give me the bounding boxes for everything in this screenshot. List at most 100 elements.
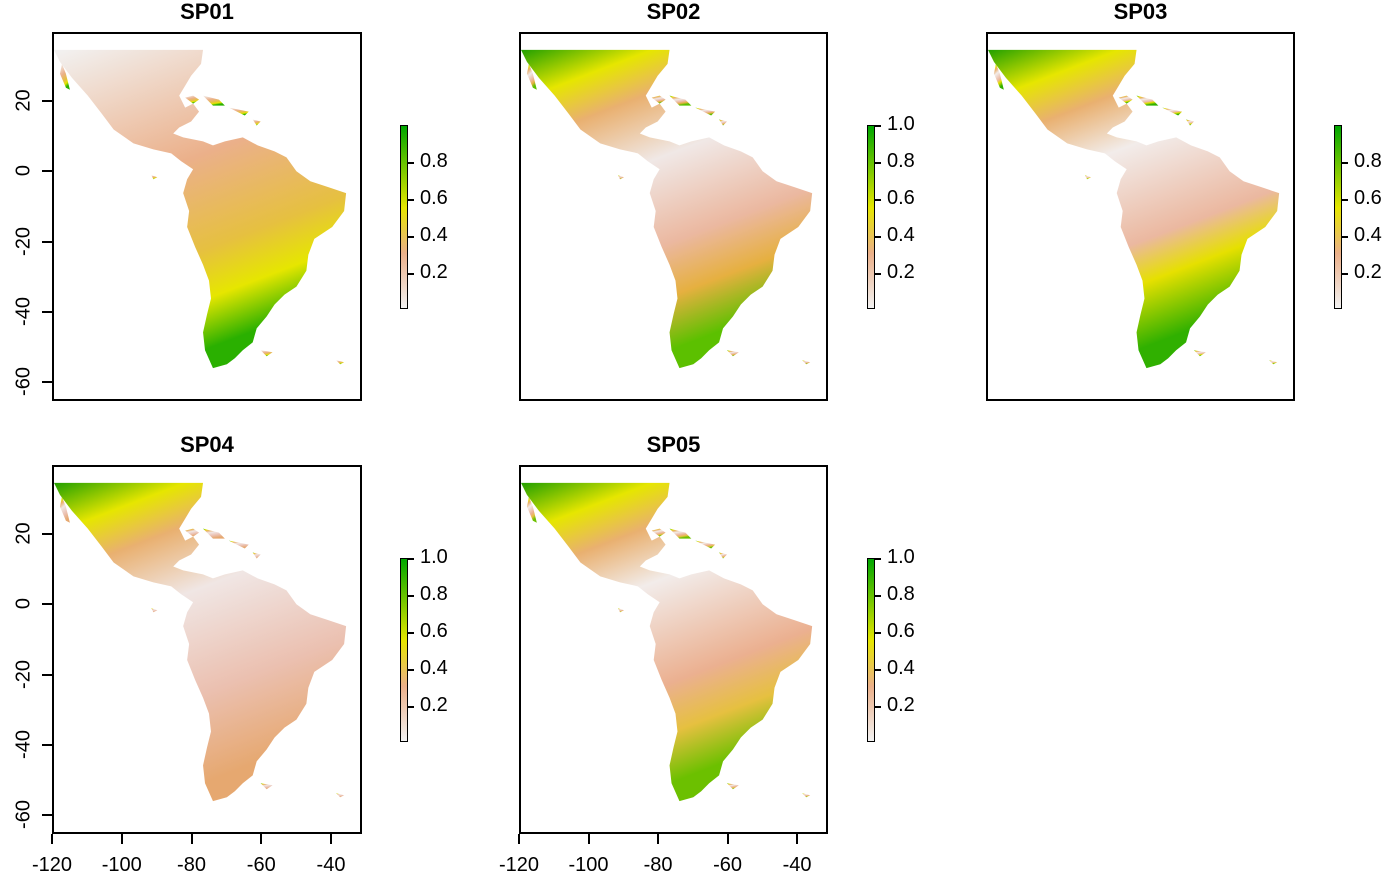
x-axis-tick (120, 834, 123, 844)
legend-tick (1342, 273, 1348, 275)
americas-landmass (521, 49, 813, 369)
island (1118, 95, 1133, 104)
y-axis-tick-label: -20 (12, 659, 35, 689)
legend-tick-label: 0.4 (887, 657, 915, 679)
island (651, 95, 666, 104)
island (336, 793, 345, 798)
legend-tick (875, 706, 881, 708)
legend-tick (408, 632, 414, 634)
legend-tick (1342, 236, 1348, 238)
legend-tick (875, 162, 881, 164)
map-frame (52, 465, 362, 834)
legend-tick-label: 0.2 (1354, 261, 1382, 283)
island (336, 360, 345, 365)
y-axis-tick-label: -40 (12, 729, 35, 759)
island (59, 63, 70, 90)
island (260, 783, 273, 790)
legend-tick-label: 0.6 (1354, 187, 1382, 209)
island (260, 350, 273, 357)
color-legend-bar (867, 558, 875, 742)
panel-title: SP02 (646, 0, 701, 24)
island (726, 783, 739, 790)
island (228, 540, 249, 549)
island (228, 107, 249, 116)
island (526, 63, 537, 90)
y-axis-tick (42, 603, 52, 606)
map-canvas (521, 49, 813, 369)
island (185, 528, 200, 537)
legend-tick (875, 558, 881, 560)
island (695, 540, 716, 549)
x-axis-tick (330, 834, 332, 844)
map-frame (519, 465, 828, 834)
island (59, 496, 70, 523)
y-axis-tick-label: -60 (12, 366, 35, 396)
island (1269, 360, 1278, 365)
legend-tick-label: 0.2 (887, 694, 915, 716)
legend-tick-label: 0.8 (1354, 150, 1382, 172)
color-legend-bar (400, 558, 408, 742)
island (203, 528, 225, 539)
island (651, 528, 666, 537)
island (719, 552, 727, 559)
legend-tick (408, 595, 414, 597)
x-axis-tick (726, 834, 729, 844)
island (1085, 175, 1091, 180)
y-axis-tick-label: 0 (12, 165, 35, 177)
legend-tick (875, 273, 881, 275)
y-axis-tick (42, 813, 52, 816)
panel-title: SP01 (180, 0, 234, 24)
americas-landmass (54, 49, 347, 369)
island (1193, 350, 1206, 357)
y-axis-tick (42, 170, 52, 173)
legend-tick (875, 125, 881, 127)
x-axis-tick (657, 834, 660, 844)
island (726, 350, 739, 357)
island (669, 528, 692, 539)
y-axis-tick (42, 240, 52, 243)
legend-tick-label: 0.4 (420, 657, 448, 679)
y-axis-tick-label: -60 (12, 799, 35, 829)
legend-tick (875, 236, 881, 238)
island (618, 175, 624, 180)
island (252, 119, 261, 126)
legend-tick-label: 0.8 (420, 150, 448, 172)
legend-tick (408, 236, 414, 238)
legend-tick-label: 0.8 (887, 583, 915, 605)
island (802, 793, 811, 798)
y-axis-tick (42, 533, 52, 536)
legend-tick-label: 1.0 (887, 113, 915, 135)
legend-tick (408, 273, 414, 275)
island (185, 95, 200, 104)
island (719, 119, 727, 126)
island (252, 552, 261, 559)
island (669, 95, 692, 106)
y-axis-tick-label: -40 (12, 296, 35, 326)
color-legend-bar (867, 125, 875, 309)
x-axis-tick (190, 834, 193, 844)
legend-tick-label: 0.2 (420, 694, 448, 716)
americas-landmass (521, 482, 813, 802)
island (1162, 107, 1183, 116)
y-axis-tick-label: -20 (12, 226, 35, 256)
island (151, 175, 158, 180)
legend-tick (1342, 162, 1348, 164)
color-legend-bar (400, 125, 408, 309)
americas-landmass (988, 49, 1280, 369)
y-axis-tick-label: 20 (12, 522, 35, 545)
island (618, 608, 624, 613)
island (695, 107, 716, 116)
x-axis-tick (260, 834, 263, 844)
legend-tick-label: 0.8 (420, 583, 448, 605)
map-frame (986, 32, 1295, 401)
map-canvas (521, 482, 813, 802)
legend-tick-label: 1.0 (420, 546, 448, 568)
map-canvas (54, 49, 347, 369)
panel-title: SP05 (646, 432, 701, 457)
island (151, 608, 158, 613)
legend-tick (408, 706, 414, 708)
y-axis-tick (42, 743, 52, 746)
map-frame (52, 32, 362, 401)
y-axis-tick (42, 100, 52, 103)
legend-tick-label: 0.6 (887, 187, 915, 209)
